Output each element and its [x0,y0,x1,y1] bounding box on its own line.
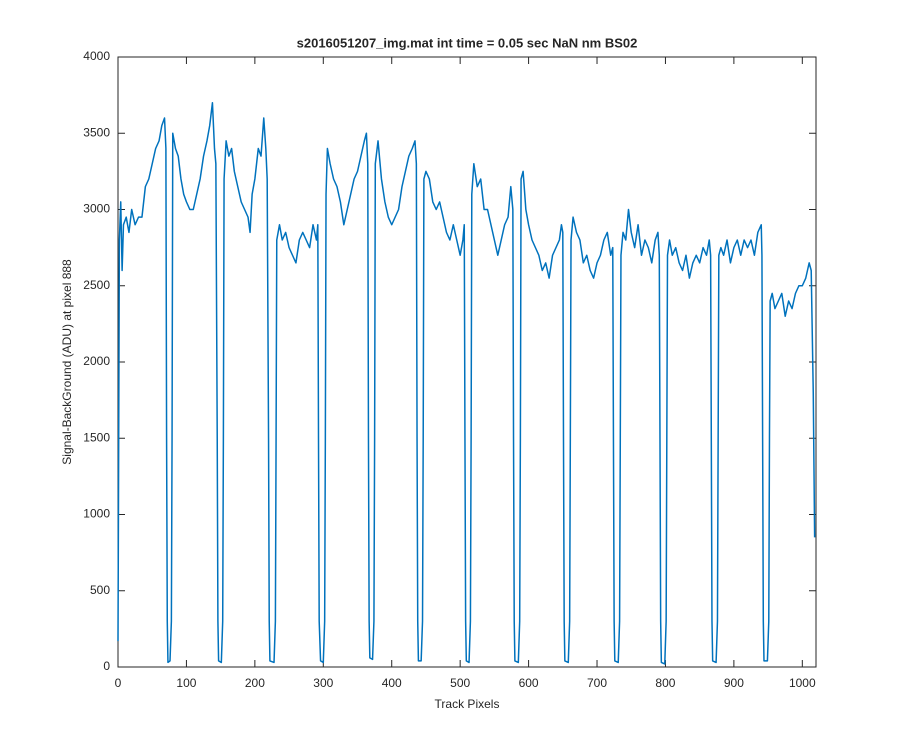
x-axis-label: Track Pixels [435,697,500,711]
y-tick-label: 500 [90,583,110,597]
x-tick-label: 600 [519,676,539,690]
y-tick-label: 4000 [83,49,110,63]
y-tick-label: 0 [103,659,110,673]
y-tick-label: 3500 [83,125,110,139]
x-tick-label: 700 [587,676,607,690]
chart-title: s2016051207_img.mat int time = 0.05 sec … [297,35,638,50]
y-axis-label: Signal-BackGround (ADU) at pixel 888 [60,259,74,465]
data-line [117,102,816,665]
y-tick-label: 2000 [83,354,110,368]
y-tick-label: 2500 [83,278,110,292]
x-tick-label: 800 [655,676,675,690]
x-tick-label: 500 [450,676,470,690]
x-tick-label: 400 [382,676,402,690]
x-tick-label: 100 [176,676,196,690]
x-tick-label: 200 [245,676,265,690]
y-tick-label: 1000 [83,507,110,521]
y-tick-label: 1500 [83,430,110,444]
x-tick-label: 300 [313,676,333,690]
x-tick-label: 900 [724,676,744,690]
x-tick-label: 1000 [789,676,816,690]
y-tick-label: 3000 [83,202,110,216]
plot-box [117,56,817,668]
x-tick-label: 0 [115,676,122,690]
